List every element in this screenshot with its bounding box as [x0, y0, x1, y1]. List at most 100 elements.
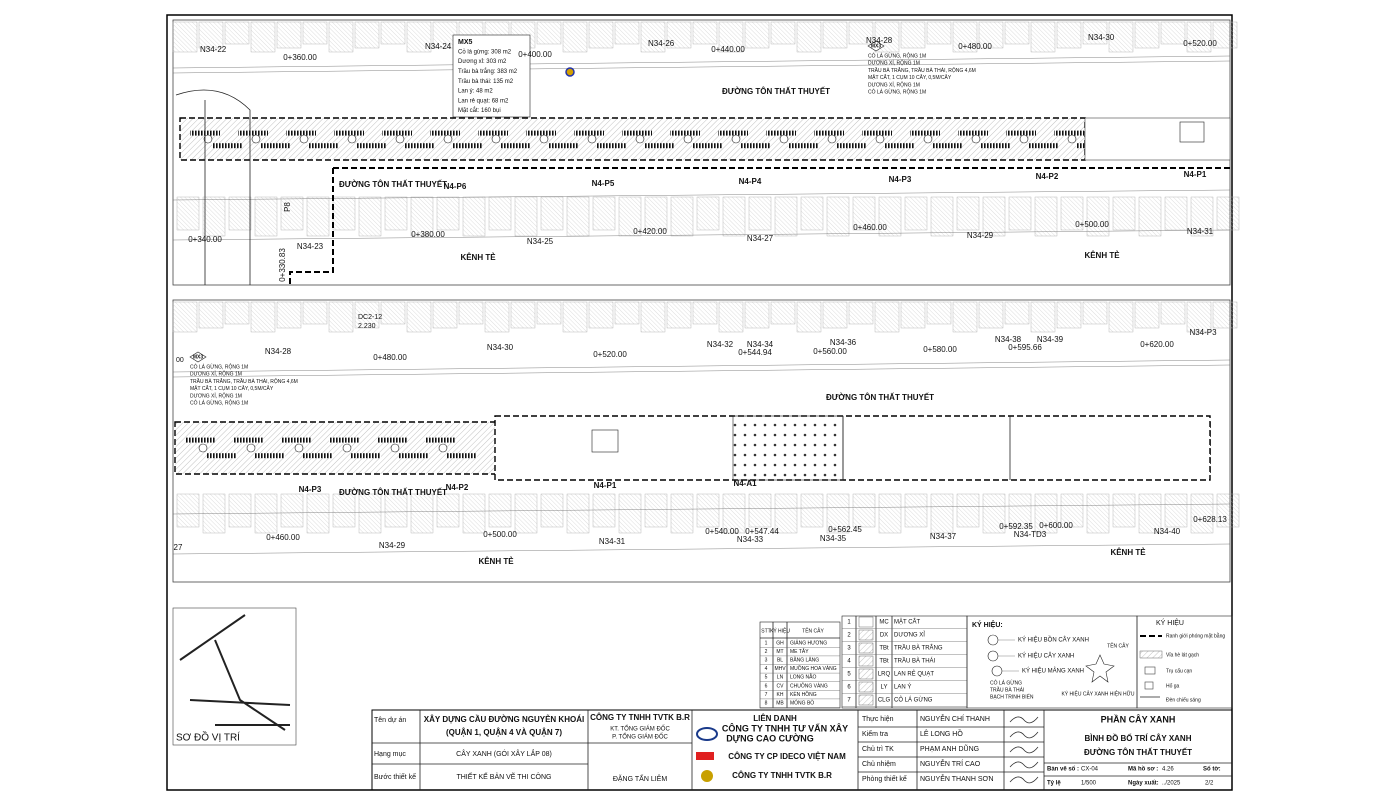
label: Chủ trì TK [862, 745, 894, 753]
label: N34-32 [707, 340, 734, 349]
shape [302, 21, 328, 45]
shape [1190, 196, 1214, 237]
shape [354, 21, 380, 49]
label: N34-28 [866, 36, 893, 45]
shape [306, 196, 330, 237]
label: N34-36 [830, 338, 857, 347]
shape [1112, 493, 1136, 528]
label: KÝ HIỆU [770, 626, 790, 634]
shape [692, 21, 718, 45]
tree [395, 134, 405, 144]
label: 3 [847, 646, 851, 652]
label: Kiểm tra [862, 730, 888, 738]
label: CV [777, 683, 785, 689]
label: 1 [765, 640, 768, 646]
label: N4-P3 [889, 175, 912, 184]
label: MÓNG BÒ [790, 700, 814, 707]
shape [308, 143, 338, 149]
label: 7 [847, 698, 851, 704]
label: KÈN HỒNG [790, 691, 817, 698]
line [172, 543, 1231, 555]
label: DƯƠNG XỈ [894, 632, 925, 639]
shape [614, 21, 640, 45]
shape [458, 301, 484, 325]
label: DƯƠNG XỈ, RỘNG 1M [868, 60, 920, 67]
plan-drawing [172, 19, 1240, 791]
shape [233, 437, 263, 443]
label: MC [879, 620, 889, 626]
shape [796, 21, 822, 53]
shape [596, 143, 626, 149]
label: 1/500 [1081, 781, 1097, 787]
shape [1216, 196, 1240, 231]
shape [356, 143, 386, 149]
shape [1134, 21, 1160, 49]
label: 0+440.00 [711, 45, 745, 54]
shape [618, 196, 642, 237]
line [172, 189, 1231, 201]
label: Trụ cấu cạn [1166, 668, 1192, 674]
shape [952, 301, 978, 333]
shape [1160, 21, 1186, 45]
label: Ranh giới phóng mặt bằng [1166, 632, 1225, 639]
label: BẠCH TRINH BIỂN [990, 693, 1034, 700]
label: TÊN CÂY [1107, 641, 1129, 649]
shape [982, 196, 1006, 237]
label: PHẦN CÂY XANH [1101, 713, 1176, 724]
shape [800, 493, 824, 528]
tree [438, 443, 448, 453]
labels: N34-22 N34-24 N34-26 N34-28 N34-30 0+360.00 0+… [174, 33, 1228, 786]
label: N34-28 [265, 347, 292, 356]
label: N4-P6 [444, 182, 467, 191]
tree [1019, 134, 1029, 144]
label: 0+600.00 [1039, 521, 1073, 530]
label: TRẦU BÀ TRẮNG, TRẦU BÀ THÁI, RỘNG 4,6M [190, 377, 298, 385]
label: N34-22 [200, 45, 227, 54]
label: BÌNH ĐỒ BỐ TRÍ CÂY XANH [1085, 733, 1192, 743]
label: BL [777, 658, 783, 664]
label: N34-31 [1187, 227, 1214, 236]
label: TRẦU BÀ TRẮNG [894, 644, 943, 652]
tree [390, 443, 400, 453]
label: KÝ HIỆU BỒN CÂY XANH [1018, 636, 1089, 644]
shape [666, 21, 692, 49]
label: KT. TỔNG GIÁM ĐỐC [610, 726, 670, 733]
shape [334, 130, 364, 136]
shape [770, 21, 796, 45]
shape [1086, 196, 1110, 237]
shape [384, 196, 408, 231]
label: N4-P2 [446, 483, 469, 492]
label: Phòng thiết kế [862, 774, 907, 783]
shape [858, 655, 874, 667]
shape [303, 453, 333, 459]
shape [774, 196, 798, 237]
shape [614, 301, 640, 325]
shape [722, 493, 746, 534]
shape [722, 196, 746, 237]
shape [848, 21, 874, 45]
shape [280, 493, 304, 528]
shape [718, 130, 748, 136]
label: CỎ LÁ GỪNG, RỘNG 1M [190, 364, 248, 371]
symbol [987, 634, 999, 646]
shape [172, 299, 1231, 583]
label: 0+520.00 [593, 350, 627, 359]
shape [172, 607, 297, 746]
logo [696, 727, 718, 741]
shape [172, 21, 198, 53]
label: DƯƠNG XỈ, RỘNG 1M [868, 81, 920, 88]
tree [246, 443, 256, 453]
label: 0+620.00 [1140, 340, 1174, 349]
shape [198, 301, 224, 329]
shape [588, 21, 614, 49]
shape [1138, 493, 1162, 534]
label: 0+595.66 [1008, 343, 1042, 352]
label: 0+628.13 [1193, 515, 1227, 524]
shape [1004, 301, 1030, 325]
label: MB [776, 701, 784, 707]
shape [1030, 21, 1056, 53]
shape [354, 301, 380, 329]
shape [488, 493, 512, 528]
shape [904, 493, 928, 528]
shape [1084, 117, 1231, 161]
